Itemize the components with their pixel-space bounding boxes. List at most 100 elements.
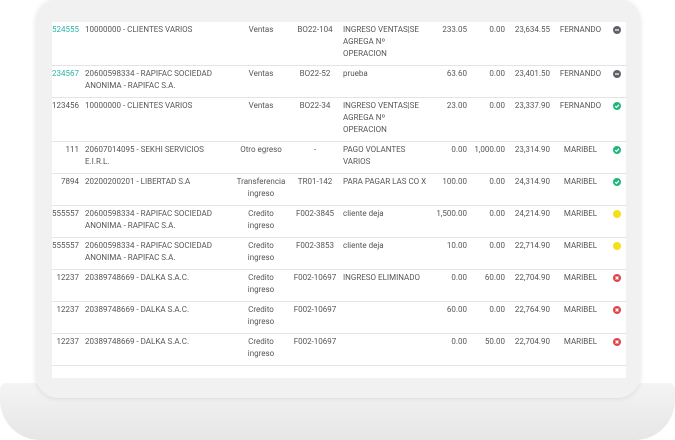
table-row[interactable]: 12237 20389748669 - DALKA S.A.C. Credito i… [52,269,626,302]
cell-status [608,141,626,174]
cell-status [608,269,626,302]
cell-id: 555557 [52,237,82,270]
cell-balance: 23,634.55 [508,22,553,66]
cell-debit: 23.00 [430,97,470,142]
cell-user: MARIBEL [553,301,608,334]
table-row[interactable]: 234567 20600598334 - RAPIFAC SOCIEDAD ANO… [52,65,626,98]
cell-balance: 23,401.50 [508,65,553,98]
cell-user: FERNANDO [553,97,608,142]
cell-description: PAGO VOLANTES VARIOS [340,141,430,174]
cell-client: 10000000 - CLIENTES VARIOS [82,22,232,66]
cell-credit: 0.00 [470,97,508,142]
cell-type: Otro egreso [232,141,290,174]
cell-description: INGRESO VENTAS|SE AGREGA Nº OPERACION [340,97,430,142]
cell-id: 12237 [52,269,82,302]
table-row[interactable]: 12237 20389748669 - DALKA S.A.C. Credito i… [52,301,626,334]
cell-doc: F002-10697 [290,269,340,302]
table-row[interactable]: 555557 20600598334 - RAPIFAC SOCIEDAD ANO… [52,205,626,238]
status-icon [613,210,621,218]
cell-credit: 0.00 [470,22,508,66]
cell-credit: 0.00 [470,301,508,334]
table-row[interactable]: 123456 10000000 - CLIENTES VARIOS Ventas BO… [52,97,626,142]
cell-status [608,237,626,270]
cell-doc: F002-10697 [290,301,340,334]
cell-id: 12237 [52,301,82,334]
screen: 524555 10000000 - CLIENTES VARIOS Ventas BO… [52,22,626,378]
cell-user: MARIBEL [553,269,608,302]
cell-user: MARIBEL [553,141,608,174]
cell-client: 20389748669 - DALKA S.A.C. [82,301,232,334]
status-icon [613,102,621,110]
cash-table: 524555 10000000 - CLIENTES VARIOS Ventas BO… [52,22,626,366]
cell-description [340,301,430,334]
cell-balance: 22,704.90 [508,333,553,366]
cell-doc: F002-10697 [290,333,340,366]
cell-doc: BO22-34 [290,97,340,142]
cell-type: Ventas [232,97,290,142]
cell-balance: 23,314.90 [508,141,553,174]
cell-client: 20600598334 - RAPIFAC SOCIEDAD ANONIMA -… [82,205,232,238]
status-icon [613,306,621,314]
cell-user: MARIBEL [553,237,608,270]
cell-debit: 233.05 [430,22,470,66]
table-row[interactable]: 111 20607014095 - SEKHI SERVICIOS E.I.R.L… [52,141,626,174]
cell-client: 20389748669 - DALKA S.A.C. [82,269,232,302]
cell-type: Credito ingreso [232,301,290,334]
table-row[interactable]: 12237 20389748669 - DALKA S.A.C. Credito i… [52,333,626,366]
cell-client: 20600598334 - RAPIFAC SOCIEDAD ANONIMA -… [82,237,232,270]
cell-client: 20389748669 - DALKA S.A.C. [82,333,232,366]
cell-credit: 0.00 [470,65,508,98]
cell-credit: 0.00 [470,205,508,238]
cell-type: Credito ingreso [232,237,290,270]
table-row[interactable]: 524555 10000000 - CLIENTES VARIOS Ventas BO… [52,22,626,66]
table-row[interactable]: 7894 20200200201 - LIBERTAD S.A Transferen… [52,173,626,206]
cell-balance: 22,714.90 [508,237,553,270]
cell-debit: 100.00 [430,173,470,206]
cell-client: 20600598334 - RAPIFAC SOCIEDAD ANONIMA -… [82,65,232,98]
cell-description: INGRESO VENTAS|SE AGREGA Nº OPERACION [340,22,430,66]
cell-user: MARIBEL [553,333,608,366]
cell-id: 12237 [52,333,82,366]
cell-id: 234567 [52,65,82,98]
cell-client: 20607014095 - SEKHI SERVICIOS E.I.R.L. [82,141,232,174]
cell-doc: BO22-104 [290,22,340,66]
cell-doc: BO22-52 [290,65,340,98]
cell-user: FERNANDO [553,22,608,66]
cell-credit: 1,000.00 [470,141,508,174]
cell-client: 20200200201 - LIBERTAD S.A [82,173,232,206]
cell-user: FERNANDO [553,65,608,98]
cell-user: MARIBEL [553,173,608,206]
cell-id: 524555 [52,22,82,66]
cell-doc: F002-3853 [290,237,340,270]
cell-type: Ventas [232,22,290,66]
cell-description [340,333,430,366]
table-row[interactable]: 555557 20600598334 - RAPIFAC SOCIEDAD ANO… [52,237,626,270]
cell-type: Ventas [232,65,290,98]
cell-id: 123456 [52,97,82,142]
cell-status [608,205,626,238]
cell-type: Credito ingreso [232,333,290,366]
cell-debit: 0.00 [430,333,470,366]
cell-doc: F002-3845 [290,205,340,238]
status-icon [613,178,621,186]
cell-user: MARIBEL [553,205,608,238]
cell-id: 111 [52,141,82,174]
cell-description: INGRESO ELIMINADO [340,269,430,302]
cell-type: Transferencia ingreso [232,173,290,206]
cell-status [608,173,626,206]
cell-balance: 22,764.90 [508,301,553,334]
cell-type: Credito ingreso [232,269,290,302]
status-icon [613,242,621,250]
cell-doc: TR01-142 [290,173,340,206]
cell-balance: 24,314.90 [508,173,553,206]
cell-description: prueba [340,65,430,98]
cell-balance: 23,337.90 [508,97,553,142]
cell-credit: 0.00 [470,237,508,270]
cell-status [608,65,626,98]
cell-credit: 0.00 [470,173,508,206]
cell-debit: 10.00 [430,237,470,270]
cell-description: PARA PAGAR LAS CO X [340,173,430,206]
cell-credit: 50.00 [470,333,508,366]
cell-balance: 22,704.90 [508,269,553,302]
